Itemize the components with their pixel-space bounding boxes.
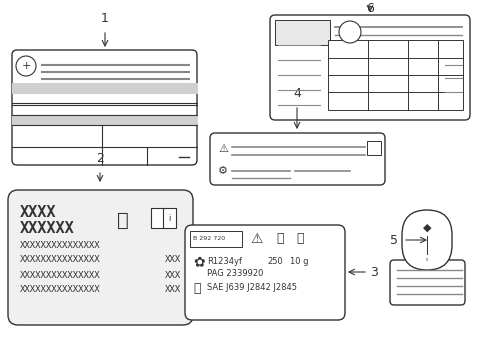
Text: 2: 2	[96, 152, 104, 165]
Text: SAE J639 J2842 J2845: SAE J639 J2842 J2845	[206, 284, 296, 292]
Text: ◆: ◆	[422, 223, 430, 233]
Text: XXXX: XXXX	[20, 204, 57, 220]
Text: XXXXXXXXXXXXXXX: XXXXXXXXXXXXXXX	[20, 270, 101, 279]
Bar	[190, 231, 242, 247]
FancyBboxPatch shape	[184, 225, 345, 320]
Bar	[274, 20, 329, 45]
Circle shape	[16, 56, 36, 76]
Circle shape	[338, 21, 360, 43]
Text: 4: 4	[292, 87, 300, 100]
Text: 10 g: 10 g	[289, 257, 308, 266]
Text: XXXXXXXXXXXXXXX: XXXXXXXXXXXXXXX	[20, 256, 101, 265]
Text: 1: 1	[101, 12, 109, 25]
Text: ⚠: ⚠	[250, 232, 263, 246]
FancyBboxPatch shape	[269, 15, 469, 120]
Text: ◦: ◦	[424, 257, 428, 263]
FancyBboxPatch shape	[389, 260, 464, 305]
Bar	[327, 40, 462, 110]
Text: XXXXXX: XXXXXX	[20, 220, 75, 235]
Bar	[12, 83, 197, 93]
Text: ⚠: ⚠	[218, 144, 227, 154]
Text: 🔥: 🔥	[276, 233, 283, 246]
Bar	[12, 115, 197, 125]
Text: 250: 250	[266, 257, 282, 266]
Text: ⛽: ⛽	[117, 211, 129, 230]
FancyBboxPatch shape	[401, 210, 451, 270]
Text: XXXXXXXXXXXXXXX: XXXXXXXXXXXXXXX	[20, 285, 101, 294]
Text: i: i	[167, 213, 170, 222]
Text: XXX: XXX	[164, 285, 181, 294]
Bar	[366, 141, 380, 155]
Text: B 292 720: B 292 720	[193, 237, 224, 242]
Bar	[151, 208, 176, 228]
Text: +: +	[21, 61, 31, 71]
Text: R1234yf: R1234yf	[206, 257, 242, 266]
FancyBboxPatch shape	[8, 190, 193, 325]
Text: 6: 6	[366, 2, 373, 15]
Text: XXXXXXXXXXXXXXX: XXXXXXXXXXXXXXX	[20, 240, 101, 249]
FancyBboxPatch shape	[209, 133, 384, 185]
Text: ⚙: ⚙	[218, 166, 227, 176]
Text: 5: 5	[389, 234, 397, 247]
Text: PAG 2339920: PAG 2339920	[206, 270, 263, 279]
Text: 3: 3	[369, 266, 377, 279]
Text: 👤: 👤	[296, 233, 303, 246]
Text: 🚗: 🚗	[193, 282, 200, 294]
Text: XXX: XXX	[164, 270, 181, 279]
Text: XXX: XXX	[164, 256, 181, 265]
FancyBboxPatch shape	[12, 50, 197, 165]
Text: ✿: ✿	[193, 255, 204, 269]
